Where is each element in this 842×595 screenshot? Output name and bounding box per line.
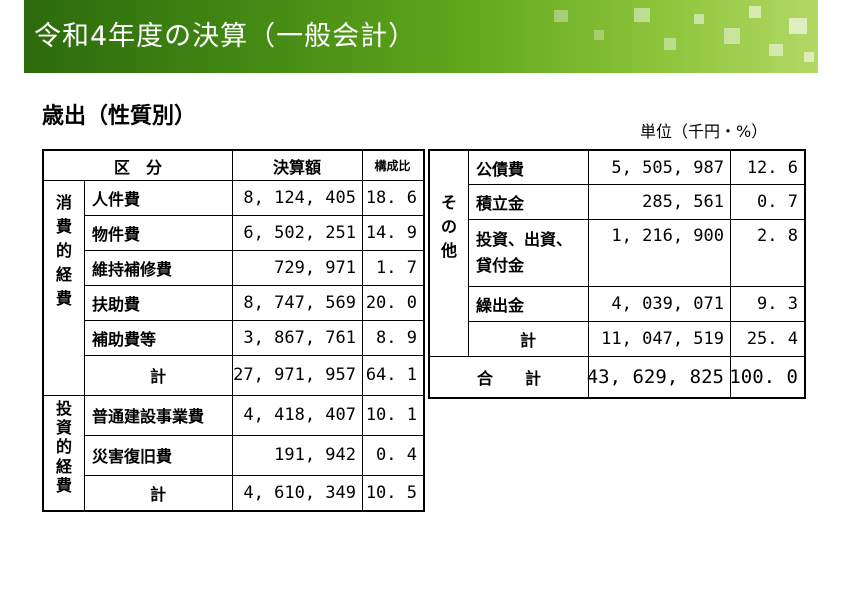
row-name: 積立金	[476, 193, 525, 213]
subtotal-label: 計	[149, 367, 166, 386]
subtotal-label: 計	[519, 330, 536, 350]
row-amount: 4, 418, 407	[243, 405, 356, 425]
row-name: 人件費	[92, 189, 141, 209]
row-ratio: 2. 8	[757, 226, 798, 246]
row-ratio: 1. 7	[376, 257, 417, 278]
row-ratio: 0. 7	[757, 191, 798, 212]
row-name: 繰出金	[476, 295, 525, 315]
subtotal-amount: 27, 971, 957	[233, 365, 356, 385]
page-title: 令和4年度の決算（一般会計）	[34, 21, 417, 52]
group-label-investment: 投 資 的 経 費	[55, 399, 72, 495]
row-ratio: 10. 1	[365, 405, 417, 425]
row-amount: 5, 505, 987	[611, 157, 724, 178]
group-label-consumption: 消 費 的 経 費	[55, 193, 72, 308]
row-ratio: 0. 4	[376, 445, 417, 465]
expenditure-table-right: そ の 他 公債費 5, 505, 987 12. 6 積立金 285, 561…	[428, 149, 806, 399]
subtotal-ratio: 25. 4	[746, 328, 798, 349]
row-name: 投資、出資、 貸付金	[476, 229, 573, 275]
expenditure-table-left: 区 分 決算額 構成比 消 費 的 経 費 人件費 8, 124, 405 18…	[42, 149, 425, 512]
row-name: 扶助費	[92, 294, 141, 314]
row-ratio: 18. 6	[365, 187, 417, 208]
subtotal-ratio: 10. 5	[365, 482, 417, 503]
row-amount: 285, 561	[642, 191, 724, 212]
unit-label: 単位（千円・%）	[640, 122, 768, 141]
grand-total-label: 合 計	[476, 368, 541, 388]
row-ratio: 12. 6	[746, 157, 798, 178]
row-ratio: 20. 0	[365, 292, 417, 313]
row-name: 災害復旧費	[92, 447, 173, 466]
subtotal-amount: 11, 047, 519	[601, 328, 724, 349]
header-banner: 令和4年度の決算（一般会計）	[24, 0, 818, 73]
row-amount: 8, 124, 405	[243, 187, 356, 208]
subtotal-ratio: 64. 1	[365, 365, 417, 385]
row-ratio: 14. 9	[365, 222, 417, 243]
row-name: 普通建設事業費	[92, 407, 205, 426]
row-name: 公債費	[476, 159, 525, 179]
row-name: 物件費	[92, 224, 141, 244]
subtotal-amount: 4, 610, 349	[243, 482, 356, 503]
row-ratio: 8. 9	[376, 327, 417, 348]
grand-total-amount: 43, 629, 825	[586, 365, 724, 388]
row-amount: 729, 971	[274, 257, 356, 278]
row-amount: 1, 216, 900	[611, 226, 724, 246]
row-amount: 191, 942	[274, 445, 356, 465]
row-ratio: 9. 3	[757, 293, 798, 314]
row-amount: 8, 747, 569	[243, 292, 356, 313]
header-category: 区 分	[113, 157, 162, 177]
row-amount: 6, 502, 251	[243, 222, 356, 243]
row-name: 補助費等	[92, 329, 157, 349]
subtotal-label: 計	[149, 484, 166, 504]
row-name: 維持補修費	[92, 259, 173, 279]
header-amount: 決算額	[272, 157, 321, 177]
row-amount: 4, 039, 071	[611, 293, 724, 314]
section-title: 歳出（性質別）	[42, 104, 197, 129]
grand-total-ratio: 100. 0	[729, 365, 798, 388]
row-amount: 3, 867, 761	[243, 327, 356, 348]
header-ratio: 構成比	[374, 159, 411, 173]
group-label-other: そ の 他	[440, 193, 457, 260]
